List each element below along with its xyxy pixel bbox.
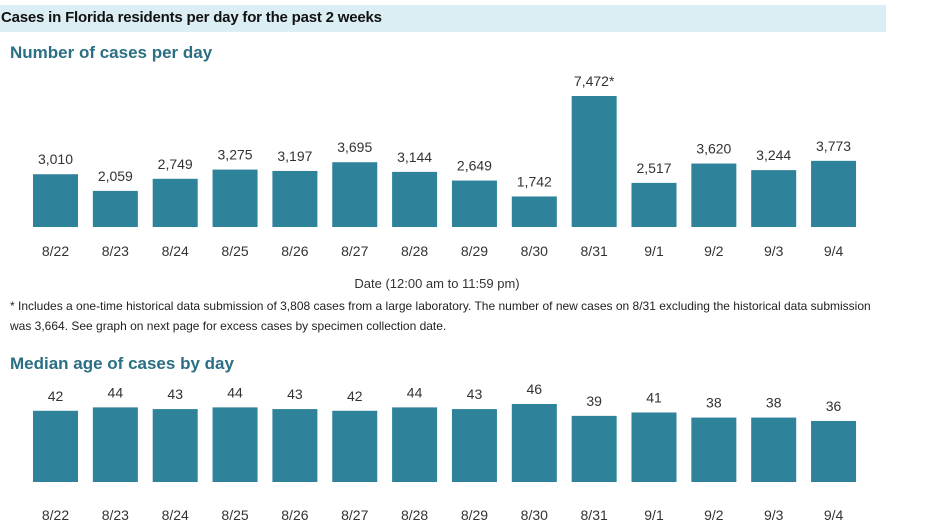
value-label: 42 bbox=[48, 388, 64, 404]
cases-chart-title: Number of cases per day bbox=[10, 43, 213, 62]
x-tick-label: 9/3 bbox=[764, 243, 784, 259]
value-label: 36 bbox=[826, 398, 842, 414]
x-tick-label: 8/23 bbox=[102, 243, 129, 259]
bar-8-31 bbox=[571, 415, 617, 482]
x-tick-label: 8/29 bbox=[461, 507, 488, 523]
value-label: 3,144 bbox=[397, 149, 432, 165]
x-tick-label: 8/30 bbox=[521, 507, 548, 523]
bar-9-2 bbox=[691, 163, 737, 227]
bar-8-29 bbox=[451, 409, 497, 482]
bar-8-28 bbox=[392, 407, 438, 482]
value-label: 38 bbox=[706, 395, 722, 411]
bar-9-3 bbox=[751, 170, 797, 227]
bar-8-26 bbox=[272, 409, 318, 482]
value-label: 3,275 bbox=[218, 147, 253, 163]
x-tick-label: 8/31 bbox=[581, 507, 608, 523]
value-label: 1,742 bbox=[517, 173, 552, 189]
bar-8-22 bbox=[33, 410, 78, 482]
bar-9-4 bbox=[811, 420, 857, 482]
value-label: 3,773 bbox=[816, 138, 851, 154]
x-tick-label: 8/28 bbox=[401, 507, 428, 523]
age-chart-title: Median age of cases by day bbox=[10, 354, 234, 373]
bar-9-1 bbox=[631, 412, 677, 482]
x-axis-title: Date (12:00 am to 11:59 pm) bbox=[354, 276, 519, 291]
x-tick-label: 8/25 bbox=[221, 507, 248, 523]
bar-8-30 bbox=[511, 404, 557, 482]
bar-9-4 bbox=[811, 160, 857, 227]
bar-8-29 bbox=[451, 180, 497, 227]
value-label: 3,244 bbox=[756, 147, 791, 163]
value-label: 44 bbox=[227, 384, 243, 400]
bar-8-26 bbox=[272, 170, 318, 227]
x-tick-label: 8/26 bbox=[281, 507, 308, 523]
footnote: * Includes a one-time historical data su… bbox=[10, 299, 871, 333]
value-label: 3,695 bbox=[337, 139, 372, 155]
x-tick-label: 8/22 bbox=[42, 507, 69, 523]
x-tick-label: 8/27 bbox=[341, 243, 368, 259]
bar-8-25 bbox=[212, 169, 258, 227]
value-label: 44 bbox=[108, 384, 124, 400]
header-band bbox=[0, 5, 886, 32]
x-tick-label: 8/24 bbox=[162, 507, 189, 523]
bar-9-3 bbox=[751, 417, 797, 482]
x-tick-label: 9/4 bbox=[824, 507, 844, 523]
value-label: 44 bbox=[407, 384, 423, 400]
bar-8-22 bbox=[33, 174, 78, 227]
bar-8-31 bbox=[571, 96, 617, 227]
value-label: 46 bbox=[527, 381, 543, 397]
x-tick-label: 8/30 bbox=[521, 243, 548, 259]
bar-8-23 bbox=[92, 407, 138, 482]
x-tick-label: 8/26 bbox=[281, 243, 308, 259]
x-tick-label: 9/2 bbox=[704, 243, 724, 259]
bar-9-1 bbox=[631, 182, 677, 227]
cases-per-day-chart: 3,010 8/22 2,059 8/23 2,749 8/24 3,275 8/25 3,19… bbox=[33, 73, 857, 291]
value-label: 3,010 bbox=[38, 151, 73, 167]
x-tick-label: 8/27 bbox=[341, 507, 368, 523]
x-tick-label: 9/1 bbox=[644, 243, 664, 259]
x-tick-label: 9/2 bbox=[704, 507, 724, 523]
value-label: 42 bbox=[347, 388, 363, 404]
bar-8-24 bbox=[152, 409, 198, 482]
bar-8-24 bbox=[152, 178, 198, 227]
x-tick-label: 8/22 bbox=[42, 243, 69, 259]
bar-8-23 bbox=[92, 190, 138, 227]
x-tick-label: 8/28 bbox=[401, 243, 428, 259]
value-label: 41 bbox=[646, 389, 662, 405]
x-tick-label: 9/4 bbox=[824, 243, 844, 259]
value-label: 2,059 bbox=[98, 168, 133, 184]
bar-8-30 bbox=[511, 196, 557, 227]
value-label: 2,649 bbox=[457, 158, 492, 174]
x-tick-label: 8/23 bbox=[102, 507, 129, 523]
value-label: 43 bbox=[287, 386, 303, 402]
value-label: 43 bbox=[467, 386, 483, 402]
x-tick-label: 8/31 bbox=[581, 243, 608, 259]
x-tick-label: 9/3 bbox=[764, 507, 784, 523]
value-label: 7,472* bbox=[574, 73, 615, 89]
bar-8-27 bbox=[332, 410, 378, 482]
median-age-chart: 42 8/22 44 8/23 43 8/24 44 8/25 43 8/26 42 8/27 44 8/… bbox=[33, 381, 857, 523]
value-label: 2,517 bbox=[636, 160, 671, 176]
bar-8-28 bbox=[392, 171, 438, 227]
value-label: 43 bbox=[167, 386, 183, 402]
value-label: 3,197 bbox=[277, 148, 312, 164]
x-tick-label: 8/24 bbox=[162, 243, 189, 259]
value-label: 39 bbox=[586, 393, 602, 409]
x-tick-label: 8/29 bbox=[461, 243, 488, 259]
page-title: Cases in Florida residents per day for t… bbox=[1, 9, 382, 26]
bar-8-27 bbox=[332, 162, 378, 227]
bar-9-2 bbox=[691, 417, 737, 482]
x-tick-label: 8/25 bbox=[221, 243, 248, 259]
value-label: 3,620 bbox=[696, 141, 731, 157]
bar-8-25 bbox=[212, 407, 258, 482]
value-label: 38 bbox=[766, 395, 782, 411]
value-label: 2,749 bbox=[158, 156, 193, 172]
x-tick-label: 9/1 bbox=[644, 507, 664, 523]
